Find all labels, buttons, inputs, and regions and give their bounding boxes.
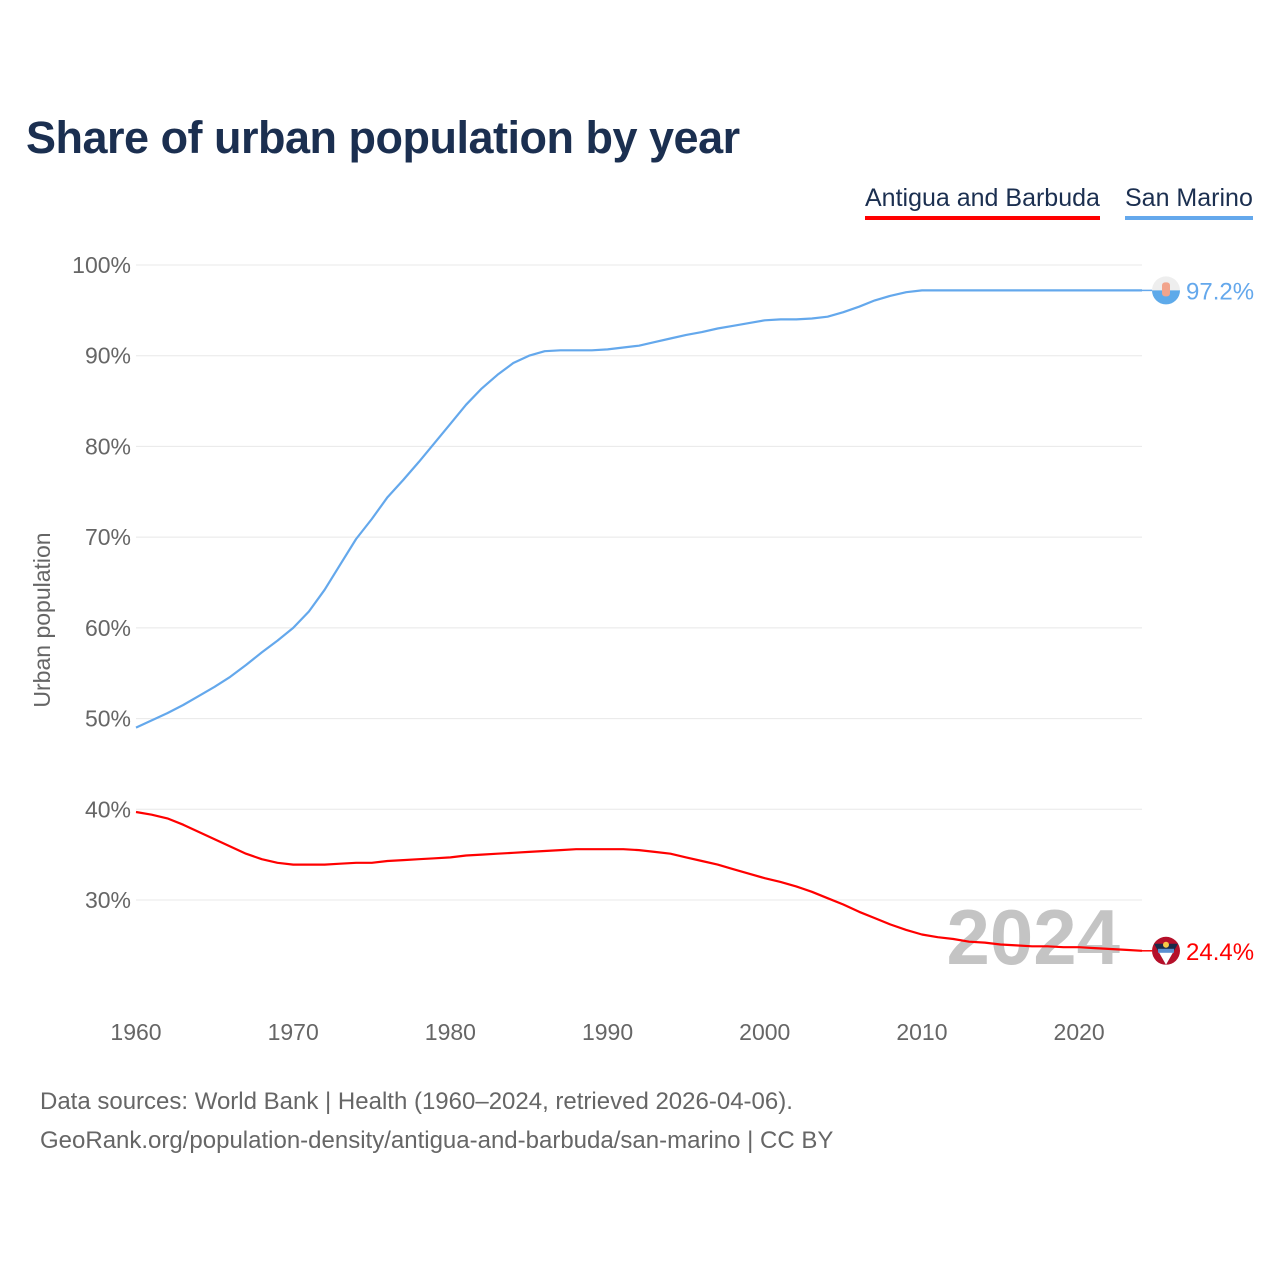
legend-antigua-and-barbuda[interactable]: Antigua and Barbuda (865, 184, 1100, 220)
x-tick-label: 2010 (896, 1019, 947, 1045)
y-tick-label: 60% (85, 615, 131, 641)
y-tick-label: 50% (85, 706, 131, 732)
y-tick-label: 80% (85, 433, 131, 459)
chart-title: Share of urban population by year (26, 112, 740, 163)
x-tick-label: 1970 (268, 1019, 319, 1045)
series-line-antigua-and-barbuda (135, 810, 1143, 952)
y-tick-label: 30% (85, 887, 131, 913)
legend-san-marino[interactable]: San Marino (1125, 184, 1253, 220)
y-tick-label: 70% (85, 524, 131, 550)
x-tick-label: 1960 (110, 1019, 161, 1045)
x-tick-label: 1980 (425, 1019, 476, 1045)
end-value-label: 24.4% (1186, 939, 1254, 966)
footer-credit[interactable]: GeoRank.org/population-density/antigua-a… (40, 1127, 834, 1154)
y-tick-label: 90% (85, 343, 131, 369)
x-tick-label: 2020 (1054, 1019, 1105, 1045)
footer-sources: Data sources: World Bank | Health (1960–… (40, 1088, 793, 1115)
y-axis-label: Urban population (29, 532, 55, 707)
end-value-label: 97.2% (1186, 278, 1254, 305)
y-tick-label: 100% (72, 252, 131, 278)
san-marino-flag-icon (1152, 276, 1181, 305)
x-tick-label: 1990 (582, 1019, 633, 1045)
antigua-and-barbuda-flag-icon (1152, 936, 1180, 965)
x-tick-label: 2000 (739, 1019, 790, 1045)
series-line-san-marino (135, 289, 1142, 729)
y-tick-label: 40% (85, 796, 131, 822)
year-watermark: 2024 (946, 893, 1120, 981)
